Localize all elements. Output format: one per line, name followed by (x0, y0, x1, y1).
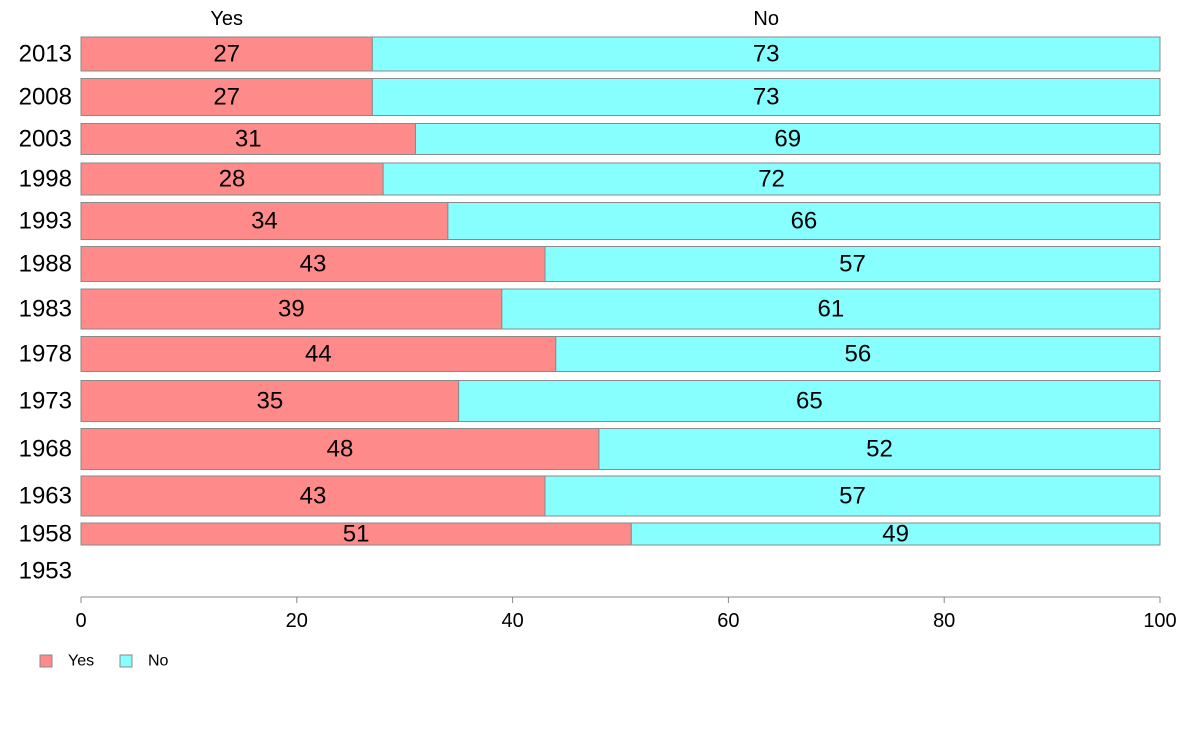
bar-segment-yes (80, 123, 416, 155)
data-label: 65 (796, 388, 823, 415)
y-tick-label: 1998 (19, 166, 72, 193)
data-label: 57 (839, 483, 866, 510)
x-tick-label: 100 (1143, 610, 1176, 632)
x-tick-label: 0 (75, 610, 86, 632)
y-tick-label: 1983 (19, 296, 72, 323)
bar-segment-no (458, 380, 1161, 422)
data-label: 27 (213, 84, 240, 111)
bar-segment-no (371, 78, 1161, 116)
data-label: 73 (753, 84, 780, 111)
bar-segment-yes (80, 288, 503, 330)
bar-segment-yes (80, 78, 373, 116)
data-label: 43 (300, 251, 327, 278)
data-label: 56 (845, 341, 872, 368)
bar-segment-yes (80, 428, 600, 470)
x-tick-label: 20 (286, 610, 308, 632)
bar-segment-yes (80, 162, 384, 196)
column-header-1: No (753, 8, 779, 30)
bar-segment-no (544, 475, 1161, 517)
data-label: 31 (235, 126, 262, 153)
bar-segment-no (544, 246, 1161, 282)
data-label: 49 (882, 521, 909, 548)
bar-segment-no (630, 522, 1161, 546)
y-tick-label: 2008 (19, 84, 72, 111)
y-tick-label: 1978 (19, 341, 72, 368)
bar-segment-no (371, 36, 1161, 72)
bar-segment-yes (80, 380, 460, 422)
bar-segment-no (414, 123, 1161, 155)
data-label: 51 (343, 521, 370, 548)
data-label: 72 (758, 166, 785, 193)
data-label: 73 (753, 41, 780, 68)
data-label: 27 (213, 41, 240, 68)
data-label: 57 (839, 251, 866, 278)
data-label: 28 (219, 166, 246, 193)
data-label: 34 (251, 208, 278, 235)
y-tick-label: 1973 (19, 388, 72, 415)
bar-segment-no (555, 336, 1161, 372)
legend-swatch-no (119, 654, 133, 668)
legend-label-no: No (148, 653, 169, 670)
bar-segment-yes (80, 202, 449, 240)
data-label: 44 (305, 341, 332, 368)
y-tick-label: 1988 (19, 251, 72, 278)
bar-segment-no (598, 428, 1161, 470)
x-tick-label: 80 (933, 610, 955, 632)
bar-segment-yes (80, 475, 546, 517)
y-tick-label: 2003 (19, 126, 72, 153)
y-tick-label: 1958 (19, 521, 72, 548)
data-label: 61 (818, 296, 845, 323)
bar-segment-no (382, 162, 1161, 196)
data-label: 43 (300, 483, 327, 510)
data-label: 69 (774, 126, 801, 153)
data-label: 52 (866, 436, 893, 463)
legend-label-yes: Yes (68, 653, 94, 670)
y-tick-label: 1968 (19, 436, 72, 463)
y-tick-label: 1953 (19, 558, 72, 585)
column-header-0: Yes (210, 8, 243, 30)
legend-swatch-yes (39, 654, 53, 668)
data-label: 39 (278, 296, 305, 323)
bar-segment-yes (80, 36, 373, 72)
y-tick-label: 1963 (19, 483, 72, 510)
x-tick-label: 40 (501, 610, 523, 632)
data-label: 35 (256, 388, 283, 415)
bar-segment-no (501, 288, 1161, 330)
data-label: 66 (791, 208, 818, 235)
bar-segment-no (447, 202, 1161, 240)
x-tick-label: 60 (717, 610, 739, 632)
y-tick-label: 1993 (19, 208, 72, 235)
y-tick-label: 2013 (19, 41, 72, 68)
data-label: 48 (327, 436, 354, 463)
